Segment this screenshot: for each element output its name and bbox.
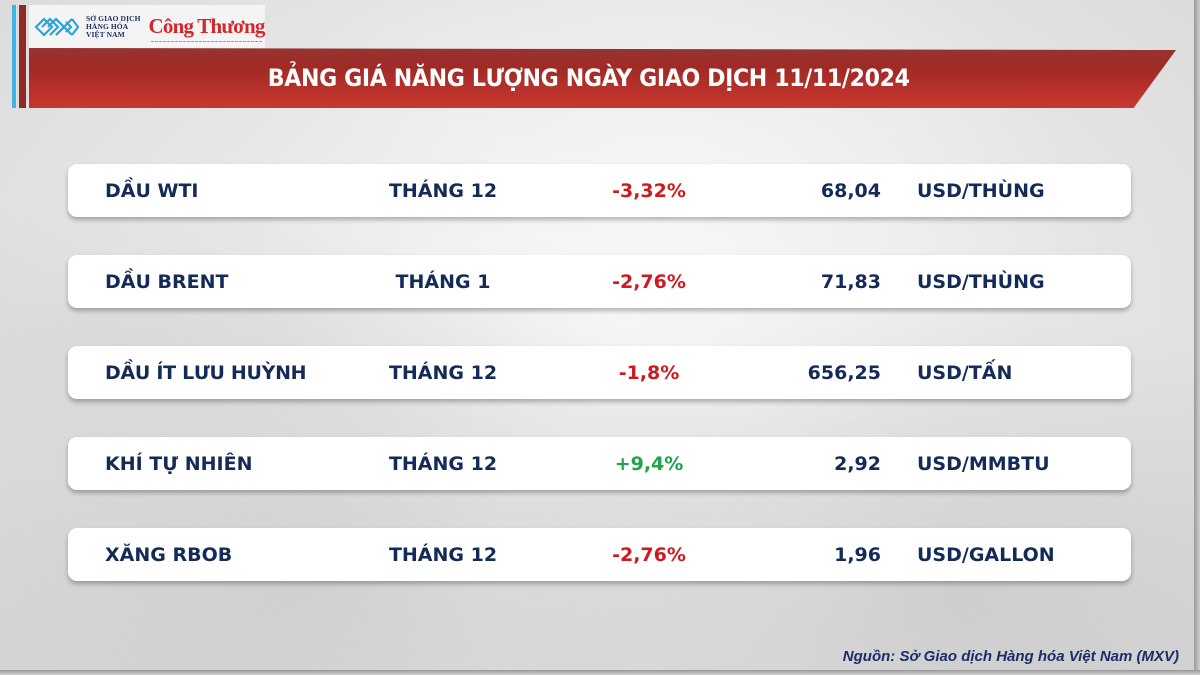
frame-border-right — [1194, 0, 1200, 675]
price-value: 2,92 — [834, 452, 881, 475]
contract-month: THÁNG 12 — [388, 361, 498, 384]
price-unit: USD/GALLON — [917, 543, 1055, 566]
table-row: KHÍ TỰ NHIÊN THÁNG 12 +9,4% 2,92 USD/MMB… — [68, 437, 1131, 490]
title-banner — [29, 48, 1176, 108]
price-change: -2,76% — [612, 270, 686, 293]
title-banner-highlight — [29, 48, 1176, 68]
price-change: -1,8% — [618, 361, 680, 384]
mxv-logo-line-1: SỞ GIAO DỊCH — [86, 13, 141, 23]
price-unit: USD/THÙNG — [917, 179, 1045, 202]
mxv-logo-line-3: VIỆT NAM — [86, 29, 125, 39]
commodity-name: XĂNG RBOB — [105, 543, 233, 566]
table-row: XĂNG RBOB THÁNG 12 -2,76% 1,96 USD/GALLO… — [68, 528, 1131, 581]
price-unit: USD/THÙNG — [917, 270, 1045, 293]
accent-stripe-red — [19, 5, 26, 108]
contract-month: THÁNG 12 — [388, 543, 498, 566]
price-unit: USD/TẤN — [917, 361, 1013, 384]
price-change: +9,4% — [614, 452, 684, 475]
accent-stripe-cyan — [12, 5, 16, 108]
commodity-name: DẦU ÍT LƯU HUỲNH — [105, 361, 307, 384]
commodity-name: DẦU WTI — [105, 179, 199, 202]
table-row: DẦU BRENT THÁNG 1 -2,76% 71,83 USD/THÙNG — [68, 255, 1131, 308]
table-row: DẦU WTI THÁNG 12 -3,32% 68,04 USD/THÙNG — [68, 164, 1131, 217]
mxv-logo-text: SỞ GIAO DỊCH HÀNG HÓA VIỆT NAM — [86, 13, 141, 39]
commodity-name: DẦU BRENT — [105, 270, 229, 293]
contract-month: THÁNG 12 — [388, 452, 498, 475]
price-change: -2,76% — [612, 543, 686, 566]
page-title: BẢNG GIÁ NĂNG LƯỢNG NGÀY GIAO DỊCH 11/11… — [267, 64, 910, 92]
contract-month: THÁNG 1 — [395, 270, 491, 293]
price-unit: USD/MMBTU — [917, 452, 1050, 475]
price-value: 1,96 — [834, 543, 881, 566]
commodity-name: KHÍ TỰ NHIÊN — [105, 452, 253, 475]
source-credit: Nguồn: Sở Giao dịch Hàng hóa Việt Nam (M… — [842, 648, 1179, 665]
price-value: 68,04 — [820, 179, 881, 202]
table-row: DẦU ÍT LƯU HUỲNH THÁNG 12 -1,8% 656,25 U… — [68, 346, 1131, 399]
contract-month: THÁNG 12 — [388, 179, 498, 202]
congthuong-logo: Công Thương — [148, 14, 265, 42]
frame-border-bottom — [0, 670, 1200, 675]
price-value: 71,83 — [820, 270, 881, 293]
price-change: -3,32% — [612, 179, 686, 202]
mxv-logo-line-2: HÀNG HÓA — [86, 21, 129, 31]
mxv-logo-icon — [34, 16, 80, 37]
price-value: 656,25 — [807, 361, 881, 384]
logo-bar: SỞ GIAO DỊCH HÀNG HÓA VIỆT NAM Công Thươ… — [29, 5, 265, 48]
